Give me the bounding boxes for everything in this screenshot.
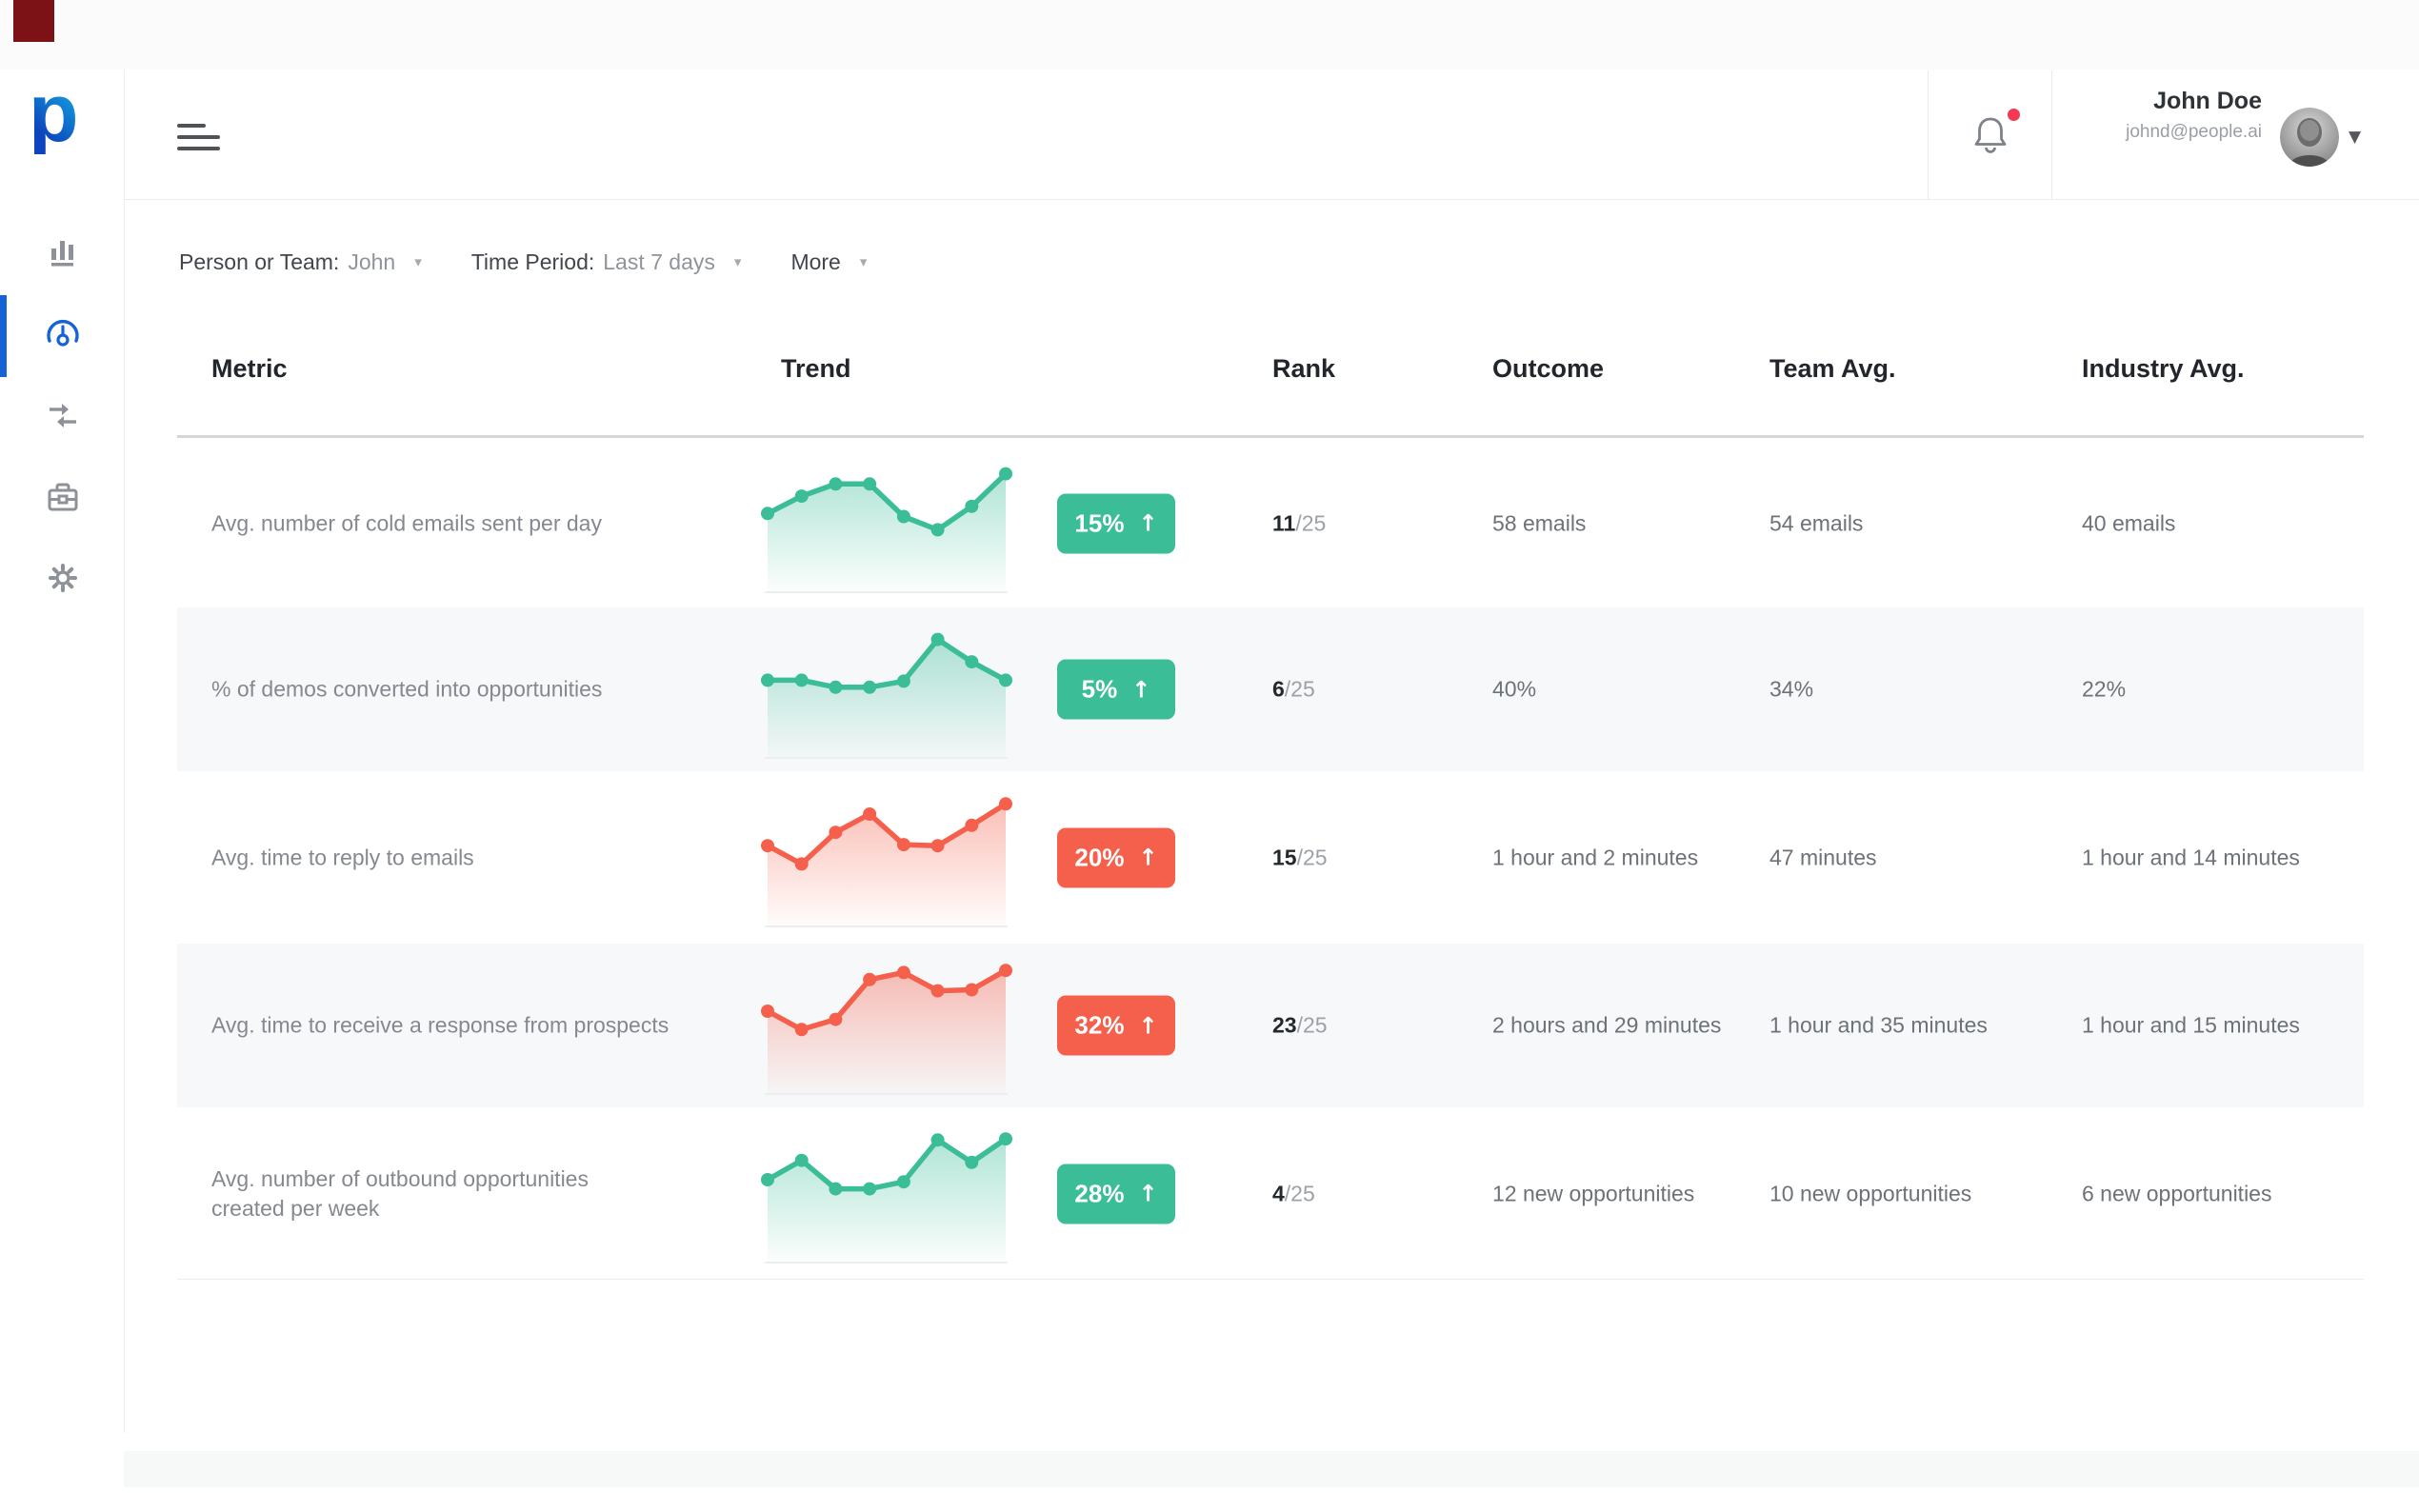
transfer-arrows-icon xyxy=(42,396,84,438)
trend-sparkline xyxy=(761,778,1013,938)
briefcase-icon xyxy=(42,477,84,519)
filter-bar: Person or Team: John ▾ Time Period: Last… xyxy=(179,249,916,275)
team-avg-cell: 54 emails xyxy=(1769,510,1864,535)
trend-change-badge: 32% ↑ xyxy=(1057,995,1175,1056)
metric-label: Avg. number of cold emails sent per day xyxy=(211,510,602,535)
team-avg-cell: 10 new opportunities xyxy=(1769,1181,1972,1205)
table-row: % of demos converted into opportunities … xyxy=(177,607,2364,771)
trend-change-badge: 20% ↑ xyxy=(1057,827,1175,887)
user-email: johnd@people.ai xyxy=(2126,122,2262,142)
more-filter[interactable]: More ▾ xyxy=(790,249,868,274)
up-arrow-icon: ↑ xyxy=(1138,1180,1158,1207)
sidebar-item-deals[interactable] xyxy=(42,477,84,519)
column-header-trend: Trend xyxy=(781,354,851,383)
metric-label: Avg. number of outbound opportunities cr… xyxy=(211,1165,589,1221)
industry-avg-cell: 22% xyxy=(2082,676,2127,702)
column-header-outcome: Outcome xyxy=(1492,354,1605,383)
table-row: Avg. number of outbound opportunities cr… xyxy=(177,1107,2364,1280)
trend-sparkline xyxy=(761,1114,1013,1274)
team-avg-cell: 47 minutes xyxy=(1769,845,1877,869)
table-header-underline xyxy=(177,435,2364,438)
trend-change-badge: 28% ↑ xyxy=(1057,1164,1175,1224)
trend-sparkline xyxy=(761,609,1013,769)
up-arrow-icon: ↑ xyxy=(1138,509,1158,537)
user-name: John Doe xyxy=(2153,88,2262,114)
gear-icon xyxy=(42,557,84,599)
table-row: Avg. number of cold emails sent per day … xyxy=(177,439,2364,607)
sidebar-item-analytics[interactable] xyxy=(42,231,84,273)
person-team-filter[interactable]: Person or Team: John ▾ xyxy=(179,249,422,274)
metric-label: Avg. time to reply to emails xyxy=(211,845,474,869)
trend-change-value: 32% xyxy=(1074,1010,1125,1040)
outcome-cell: 1 hour and 2 minutes xyxy=(1492,845,1699,869)
corner-marker xyxy=(13,0,54,42)
team-avg-cell: 34% xyxy=(1769,676,1814,702)
notification-dot xyxy=(2008,109,2020,121)
sidebar-item-performance[interactable] xyxy=(42,313,84,355)
column-header-industry-avg: Industry Avg. xyxy=(2082,354,2245,383)
column-header-rank: Rank xyxy=(1272,354,1336,383)
trend-change-badge: 5% ↑ xyxy=(1057,659,1175,720)
people-ai-logo[interactable]: p xyxy=(29,68,79,159)
rank-cell: 23/25 xyxy=(1272,1012,1328,1038)
outcome-cell: 40% xyxy=(1492,676,1537,702)
industry-avg-cell: 1 hour and 15 minutes xyxy=(2082,1012,2300,1038)
menu-toggle-button[interactable] xyxy=(177,124,221,150)
up-arrow-icon: ↑ xyxy=(1138,844,1158,871)
outcome-cell: 12 new opportunities xyxy=(1492,1181,1695,1205)
footer-band xyxy=(124,1451,2419,1487)
up-arrow-icon: ↑ xyxy=(1138,1012,1158,1039)
sidebar-item-activity[interactable] xyxy=(42,396,84,438)
outcome-cell: 58 emails xyxy=(1492,510,1587,535)
chevron-down-icon: ▾ xyxy=(414,252,422,270)
footer-strip xyxy=(0,1487,2419,1512)
chevron-down-icon: ▾ xyxy=(859,252,868,270)
trend-sparkline xyxy=(761,444,1013,604)
trend-sparkline xyxy=(761,945,1013,1105)
trend-change-value: 15% xyxy=(1074,508,1125,537)
time-period-filter[interactable]: Time Period: Last 7 days ▾ xyxy=(470,249,742,274)
header-divider xyxy=(124,199,2419,200)
bell-icon xyxy=(1969,117,2011,160)
up-arrow-icon: ↑ xyxy=(1131,676,1151,703)
trend-change-value: 20% xyxy=(1074,843,1125,871)
column-header-metric: Metric xyxy=(211,354,288,383)
metric-label: % of demos converted into opportunities xyxy=(211,676,603,702)
sidebar-item-settings[interactable] xyxy=(42,557,84,599)
gauge-icon xyxy=(42,313,84,355)
rank-cell: 6/25 xyxy=(1272,676,1315,702)
bar-chart-icon xyxy=(42,231,84,273)
trend-change-badge: 15% ↑ xyxy=(1057,493,1175,553)
avatar[interactable] xyxy=(2280,108,2339,167)
trend-change-value: 28% xyxy=(1074,1179,1125,1207)
industry-avg-cell: 40 emails xyxy=(2082,510,2176,535)
user-menu-caret[interactable]: ▼ xyxy=(2349,128,2362,147)
team-avg-cell: 1 hour and 35 minutes xyxy=(1769,1012,1988,1038)
column-header-team-avg: Team Avg. xyxy=(1769,354,1896,383)
outcome-cell: 2 hours and 29 minutes xyxy=(1492,1012,1722,1038)
active-nav-indicator xyxy=(0,295,7,377)
table-row: Avg. time to reply to emails 20% ↑ 15/25… xyxy=(177,771,2364,944)
sidebar-divider xyxy=(124,70,125,1433)
notifications-button[interactable] xyxy=(1969,112,2011,156)
industry-avg-cell: 1 hour and 14 minutes xyxy=(2082,845,2300,869)
table-bottom-border xyxy=(177,1279,2364,1280)
table-row: Avg. time to receive a response from pro… xyxy=(177,944,2364,1107)
trend-change-value: 5% xyxy=(1081,674,1118,704)
industry-avg-cell: 6 new opportunities xyxy=(2082,1181,2272,1205)
rank-cell: 15/25 xyxy=(1272,845,1328,869)
rank-cell: 4/25 xyxy=(1272,1181,1315,1205)
chevron-down-icon: ▾ xyxy=(733,252,742,270)
rank-cell: 11/25 xyxy=(1272,510,1327,535)
metric-label: Avg. time to receive a response from pro… xyxy=(211,1012,670,1038)
